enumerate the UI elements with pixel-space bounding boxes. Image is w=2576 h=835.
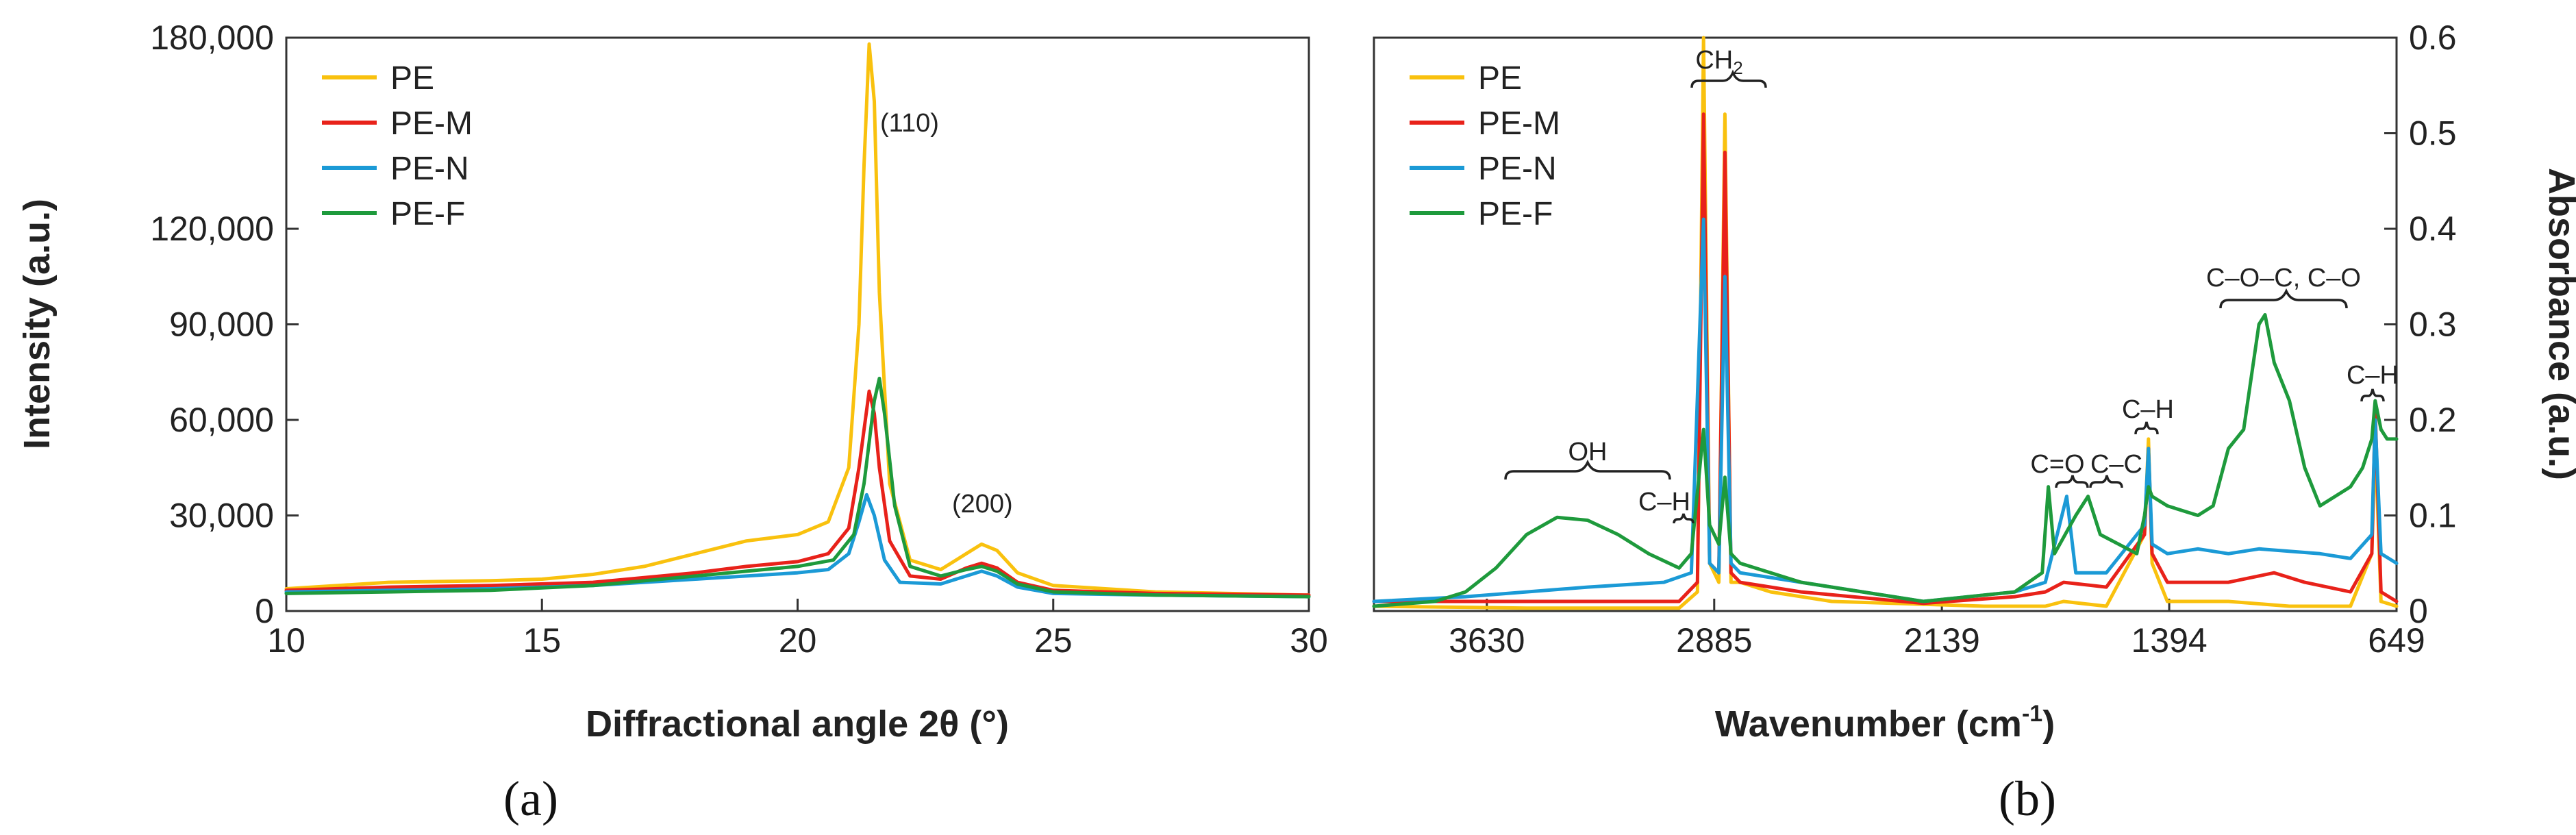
- panel-b-series-pe-f: [1372, 313, 2399, 608]
- brace-c-o: [2055, 475, 2089, 488]
- panel-b-y-tick-label: 0.3: [2409, 306, 2457, 344]
- annotation-c-eq-o: C=O: [2030, 450, 2084, 479]
- annotation-oh: OH: [1568, 438, 1608, 466]
- legend-label-pe-m: PE-M: [1478, 105, 1560, 142]
- legend-label-pe-n: PE-N: [1478, 151, 1557, 187]
- panel-b-y-tick-label: 0.2: [2409, 401, 2457, 439]
- annotation-ch-right: C–H: [2347, 361, 2399, 390]
- legend-label-pe-f: PE-F: [1478, 196, 1553, 232]
- panel-a-x-tick-label: 20: [779, 621, 817, 660]
- panel-a-x-tick-label: 10: [267, 621, 305, 660]
- panel-b-y-tick-label: 0.6: [2409, 18, 2457, 57]
- panel-a-y-tick-label: 180,000: [150, 18, 274, 57]
- panel-b-x-tick-label: 2139: [1904, 621, 1980, 660]
- panel-b-series-pe-m: [1372, 112, 2399, 606]
- legend-label-pe-f: PE-F: [390, 196, 465, 232]
- panel-b-x-axis-title-suffix: ): [2042, 703, 2055, 745]
- panel-b-x-tick-label: 2885: [1676, 621, 1752, 660]
- brace-oh: [1504, 459, 1671, 480]
- panel-a-y-tick-label: 120,000: [150, 210, 274, 248]
- panel-b-x-axis-title-superscript: -1: [2022, 701, 2042, 727]
- panel-a-label: (a): [503, 771, 558, 826]
- legend-label-pe-n: PE-N: [390, 151, 469, 187]
- panel-b-x-tick-label: 649: [2368, 621, 2425, 660]
- annotation-ch2-text: CH: [1695, 46, 1733, 75]
- panel-a-x-tick-label: 25: [1034, 621, 1073, 660]
- annotation-ch2-subscript: 2: [1733, 58, 1742, 78]
- panel-a-y-tick-label: 90,000: [169, 306, 274, 344]
- panel-a-y-tick-label: 30,000: [169, 497, 274, 535]
- panel-a-legend: PE PE-M PE-N PE-F: [322, 60, 473, 232]
- annotation-coc: C–O–C, C–O: [2206, 264, 2361, 292]
- annotation-ch-mid: C–H: [2122, 395, 2174, 424]
- annotation-ch2: CH2: [1695, 46, 1742, 78]
- panel-b-legend: PE PE-M PE-N PE-F: [1410, 60, 1560, 232]
- panel-a-ticks: 10 15 20 25 30 0 30,000 60,000 90,000 120,000 180,…: [150, 18, 1328, 660]
- panel-a-y-tick-label: 60,000: [169, 401, 274, 439]
- panel-a-x-tick-label: 15: [523, 621, 561, 660]
- brace-ch-right: [2360, 388, 2385, 402]
- legend-label-pe: PE: [390, 60, 434, 97]
- legend-label-pe: PE: [1478, 60, 1522, 97]
- brace-c-c: [2089, 475, 2123, 488]
- panel-b-y-tick-label: 0.5: [2409, 114, 2457, 153]
- panel-b-y-axis-title: Absorbance (a.u.): [2541, 168, 2576, 480]
- panel-a-y-tick-label: 0: [255, 592, 274, 630]
- panel-b-x-tick-label: 1394: [2131, 621, 2207, 660]
- panel-a-series-group: [284, 42, 1311, 599]
- annotation-c-c: C–C: [2090, 450, 2142, 479]
- panel-a-x-tick-label: 30: [1290, 621, 1328, 660]
- panel-a-y-axis-title: Intensity (a.u.): [16, 199, 58, 449]
- panel-a-series-pe: [284, 42, 1311, 597]
- panel-a-x-axis-title: Diffractional angle 2θ (°): [586, 703, 1009, 745]
- annotation-200: (200): [952, 490, 1013, 519]
- annotation-110: (110): [880, 109, 939, 138]
- panel-b-series-pe-n: [1372, 217, 2399, 603]
- panel-b-x-axis-title: Wavenumber (cm-1): [1715, 701, 2055, 745]
- brace-coc: [2219, 288, 2348, 309]
- panel-b-series-group: [1372, 36, 2399, 610]
- panel-a-series-pe-f: [284, 377, 1311, 599]
- brace-ch-low: [1673, 513, 1695, 524]
- legend-label-pe-m: PE-M: [390, 105, 473, 142]
- brace-ch-mid: [2134, 421, 2159, 435]
- panel-a-series-pe-m: [284, 389, 1311, 597]
- panel-a: 10 15 20 25 30 0 30,000 60,000 90,000 120,000 180,…: [16, 18, 1328, 826]
- panel-b-label: (b): [1999, 771, 2056, 826]
- panel-b-x-axis-title-main: Wavenumber (cm: [1715, 703, 2022, 745]
- panel-b-y-tick-label: 0.4: [2409, 210, 2457, 248]
- annotation-ch-low: C–H: [1638, 488, 1690, 516]
- panel-b-y-tick-label: 0.1: [2409, 497, 2457, 535]
- brace-ch2: [1690, 69, 1767, 88]
- panel-b-y-tick-label: 0: [2409, 592, 2428, 630]
- panel-b-x-tick-label: 3630: [1449, 621, 1525, 660]
